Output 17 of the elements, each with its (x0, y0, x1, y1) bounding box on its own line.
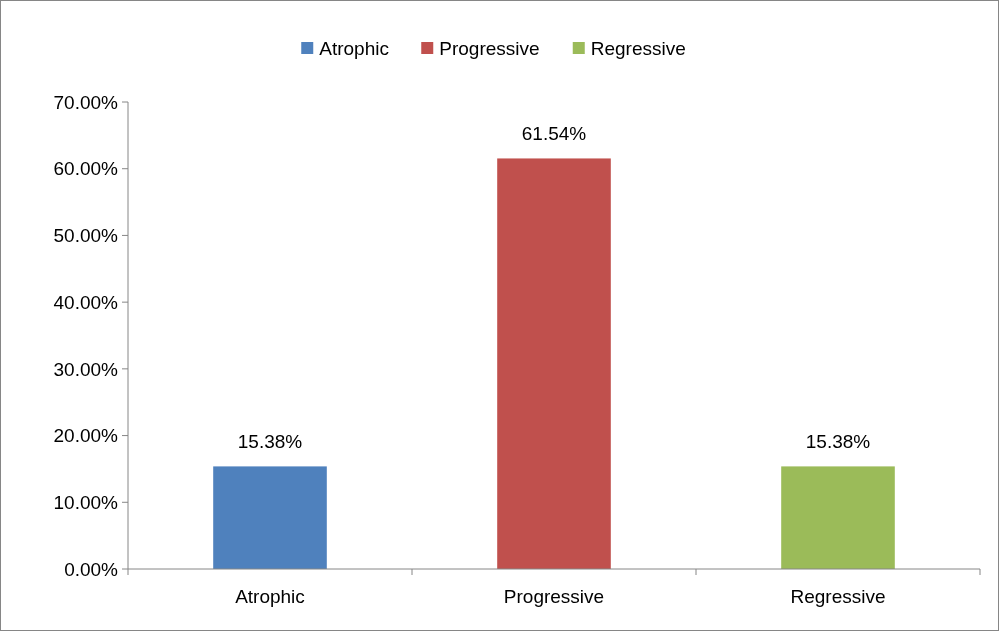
y-tick-label: 20.00% (53, 425, 119, 447)
legend-label: Atrophic (319, 37, 389, 59)
y-tick-label: 10.00% (53, 491, 119, 513)
y-tick-label: 50.00% (53, 225, 119, 247)
x-tick-label: Atrophic (235, 586, 305, 607)
y-tick-label: 0.00% (64, 558, 119, 580)
data-label: 61.54% (521, 123, 587, 145)
x-tick-label: Progressive (503, 586, 605, 607)
y-tick-label: 30.00% (53, 358, 119, 380)
x-tick-label: Regressive (790, 586, 886, 607)
y-tick-label: 60.00% (53, 158, 119, 180)
y-tick-label: 70.00% (53, 91, 119, 113)
legend-label: Progressive (439, 37, 540, 59)
data-label: 15.38% (805, 431, 871, 453)
legend-label: Regressive (590, 37, 686, 59)
data-label: 15.38% (237, 431, 303, 453)
y-tick-label: 40.00% (53, 291, 119, 313)
